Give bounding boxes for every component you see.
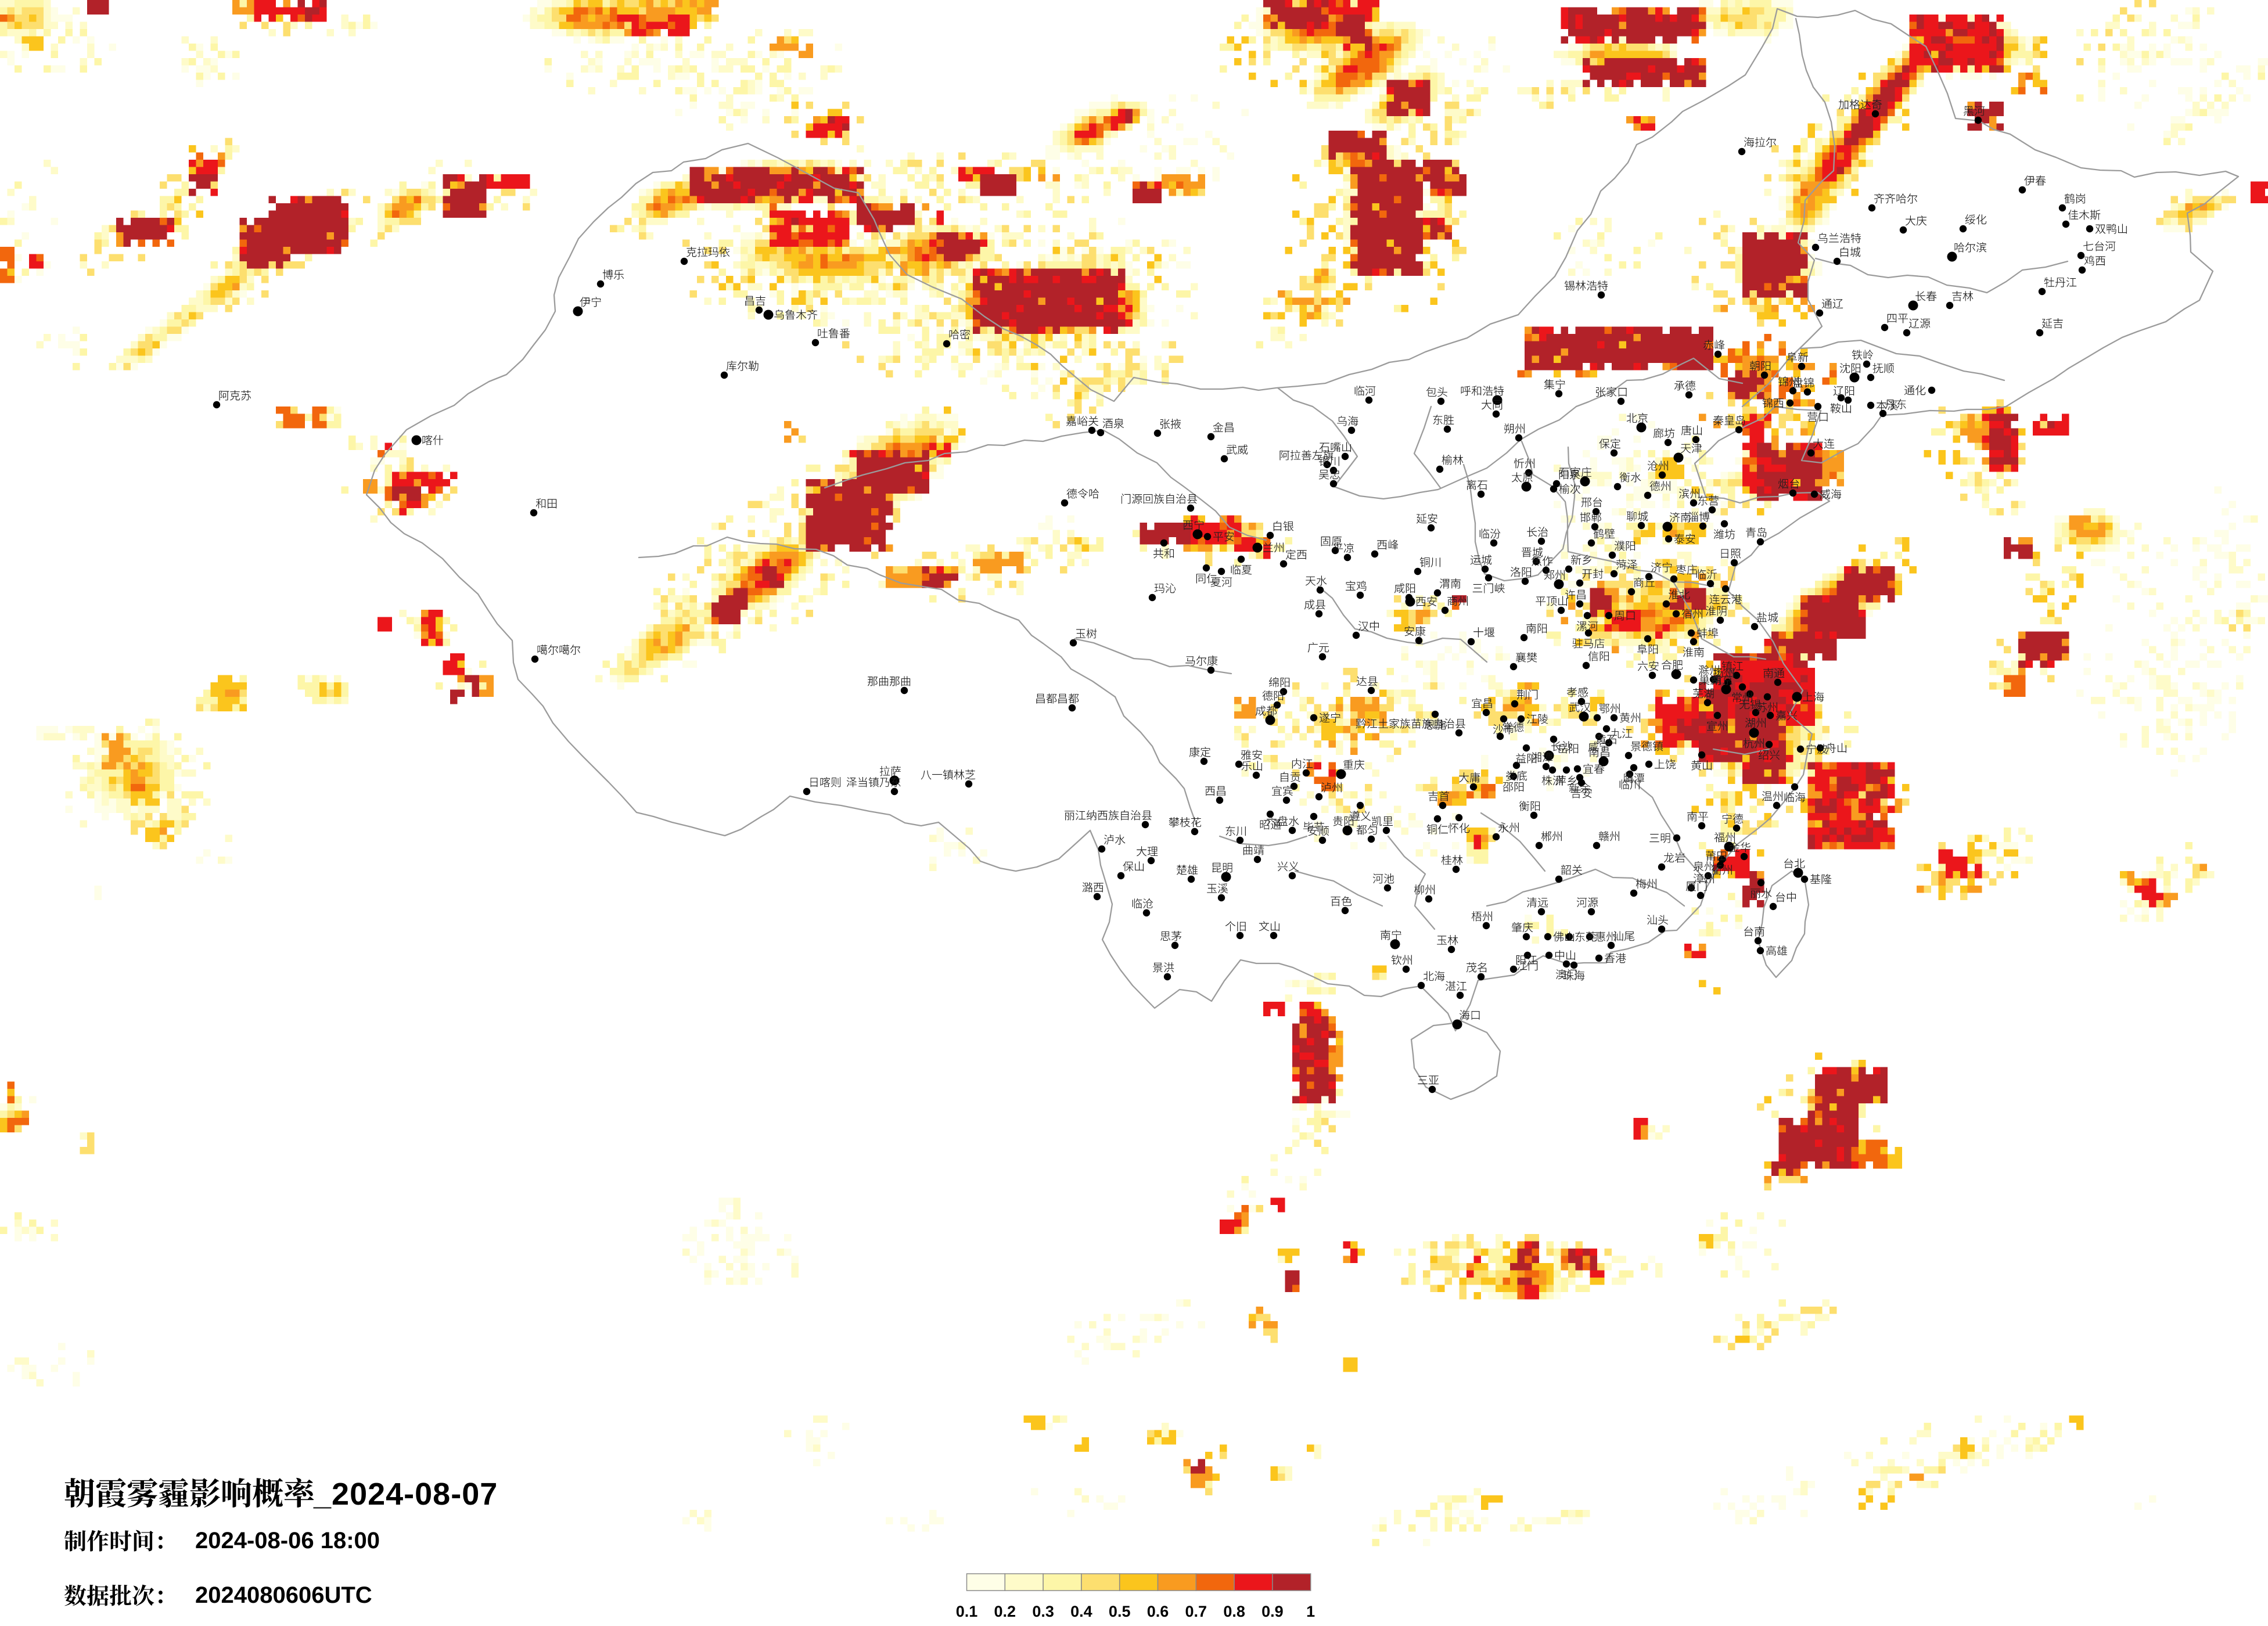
svg-text:0.8: 0.8 <box>1223 1603 1245 1620</box>
svg-text:2024-08-06 18:00: 2024-08-06 18:00 <box>195 1528 380 1553</box>
svg-text:0.2: 0.2 <box>994 1603 1016 1620</box>
svg-text:0.1: 0.1 <box>956 1603 978 1620</box>
svg-text:0.3: 0.3 <box>1032 1603 1054 1620</box>
svg-text:0.6: 0.6 <box>1147 1603 1169 1620</box>
svg-text:0.7: 0.7 <box>1185 1603 1207 1620</box>
svg-text:_2024-08-07: _2024-08-07 <box>313 1477 498 1512</box>
svg-text:0.5: 0.5 <box>1109 1603 1131 1620</box>
svg-text:1: 1 <box>1306 1603 1315 1620</box>
svg-text:0.4: 0.4 <box>1070 1603 1092 1620</box>
svg-text:2024080606UTC: 2024080606UTC <box>195 1582 372 1608</box>
svg-text:0.9: 0.9 <box>1261 1603 1284 1620</box>
